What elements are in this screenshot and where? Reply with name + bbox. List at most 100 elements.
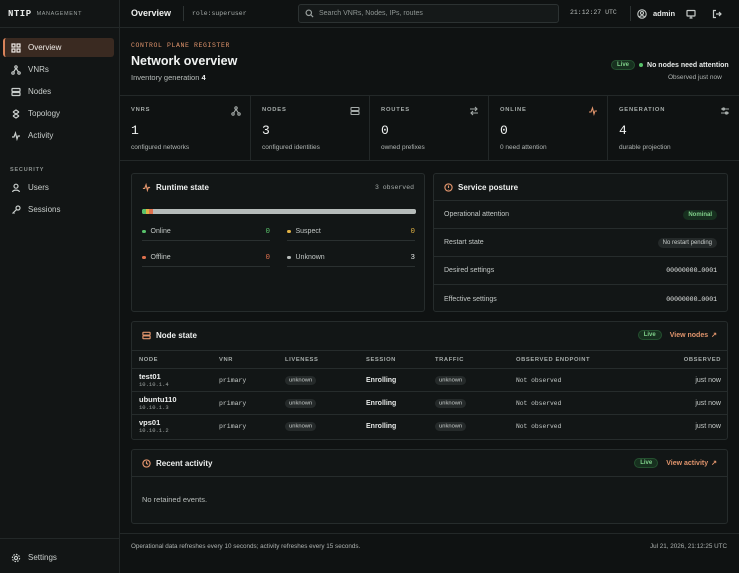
stat-routes[interactable]: ROUTES 0 owned prefixes	[370, 96, 489, 161]
node-state-panel: Node state Live View nodes ↗ NODE VNR LI…	[131, 321, 728, 440]
live-badge: Live	[611, 60, 636, 70]
node-name[interactable]: ubuntu110	[139, 394, 177, 404]
node-name[interactable]: vps01	[139, 417, 161, 427]
divider	[132, 476, 727, 477]
activity-actions: Live View activity ↗	[634, 458, 717, 468]
liveness-badge: unknown	[285, 422, 317, 432]
column-header[interactable]: SESSION	[359, 350, 428, 369]
session-state: Enrolling	[366, 422, 397, 430]
status-dot	[287, 255, 291, 260]
table-row[interactable]: ubuntu110 10.10.1.3 primary unknown Enrol…	[132, 391, 728, 415]
node-state-title: Node state	[156, 331, 197, 340]
sidebar-item-label: VNRs	[28, 65, 49, 74]
logout-button[interactable]	[709, 6, 724, 21]
stat-vnrs[interactable]: VNRS 1 configured networks	[120, 96, 251, 161]
node-vnr: primary	[212, 368, 278, 392]
session-state: Enrolling	[359, 391, 428, 415]
stat-sub: configured networks	[131, 144, 190, 151]
runtime-label: Suspect	[295, 228, 321, 235]
display-button[interactable]	[683, 6, 698, 21]
runtime-label: Unknown	[295, 254, 325, 261]
sidebar-item-vnrs[interactable]: VNRs	[3, 60, 114, 79]
page-eyebrow: CONTROL PLANE REGISTER	[131, 42, 231, 49]
column-header[interactable]: VNR	[212, 350, 278, 369]
panel-title: Service posture	[444, 183, 518, 192]
network-icon	[231, 106, 241, 116]
runtime-state-panel: Runtime state 3 observed Online 0 Suspec…	[131, 173, 425, 312]
table-row[interactable]: vps01 10.10.1.2 primary unknown Enrolling…	[132, 415, 728, 438]
sliders-icon	[721, 107, 729, 115]
runtime-title: Runtime state	[156, 183, 209, 192]
status-text: No nodes need attention	[647, 61, 729, 69]
node-ip: 10.10.1.2	[139, 426, 169, 434]
status-badge: No restart pending	[657, 237, 717, 248]
stat-label: ROUTES	[381, 107, 410, 113]
sidebar-item-users[interactable]: Users	[3, 178, 114, 197]
runtime-observed: 3 observed	[374, 184, 414, 191]
search-placeholder: Search VNRs, Nodes, IPs, routes	[319, 10, 423, 17]
node-state-actions: Live View nodes ↗	[637, 330, 717, 340]
settings-hash: 00000000…0001	[666, 295, 717, 303]
view-activity-link[interactable]: View activity ↗	[666, 459, 717, 468]
page-breadcrumb: Overview	[131, 8, 172, 18]
stat-nodes[interactable]: NODES 3 configured identities	[251, 96, 370, 161]
sidebar-item-label: Sessions	[28, 205, 61, 214]
clock: 21:12:27 UTC	[570, 9, 617, 16]
sidebar-item-overview[interactable]: Overview	[3, 38, 114, 57]
inventory-value: 4	[201, 73, 206, 82]
search-input[interactable]: Search VNRs, Nodes, IPs, routes	[298, 4, 559, 23]
view-nodes-link[interactable]: View nodes ↗	[670, 331, 717, 340]
column-header[interactable]: TRAFFIC	[428, 350, 509, 369]
table-row[interactable]: test01 10.10.1.4 primary unknown Enrollin…	[132, 368, 728, 392]
activity-icon	[142, 183, 151, 192]
panel-title: Node state	[142, 331, 197, 340]
grid-icon	[11, 42, 21, 53]
monitor-icon	[685, 9, 696, 19]
sidebar-item-topology[interactable]: Topology	[3, 104, 114, 123]
sidebar-item-nodes[interactable]: Nodes	[3, 82, 114, 101]
user-menu[interactable]: admin	[630, 6, 675, 21]
stat-sub: durable projection	[619, 144, 671, 151]
sidebar-item-label: Overview	[28, 43, 62, 52]
pulse-icon	[589, 106, 597, 116]
status-dot	[142, 229, 146, 234]
runtime-distribution-bar	[142, 209, 416, 214]
gear-icon	[11, 553, 21, 562]
column-header[interactable]: OBSERVED	[649, 350, 728, 369]
column-header[interactable]: LIVENESS	[278, 350, 359, 369]
username: admin	[653, 9, 676, 18]
runtime-offline: Offline 0	[142, 249, 270, 267]
clock-icon	[142, 459, 151, 468]
stat-sub: 0 need attention	[500, 144, 547, 151]
stat-generation[interactable]: GENERATION 4 durable projection	[608, 96, 739, 161]
runtime-online: Online 0	[142, 223, 270, 241]
node-name[interactable]: test01	[139, 371, 161, 381]
sidebar-item-label: Nodes	[28, 87, 52, 96]
sidebar-item-settings[interactable]: Settings	[3, 548, 114, 567]
posture-label: Operational attention	[444, 211, 509, 218]
server-icon	[350, 106, 360, 116]
stat-value: 1	[131, 123, 139, 138]
arrow-up-right-icon: ↗	[711, 460, 717, 467]
link-label: View activity	[666, 459, 709, 467]
service-posture-panel: Service posture Operational attention No…	[433, 173, 728, 312]
page-title: Network overview	[131, 54, 238, 68]
stats-row: VNRS 1 configured networks NODES 3 confi…	[120, 95, 739, 161]
stat-label: GENERATION	[619, 107, 666, 113]
sidebar: NTIP MANAGEMENT Overview VNRs Nodes Topo…	[0, 0, 120, 573]
stat-label: NODES	[262, 107, 287, 113]
status-dot	[142, 255, 146, 260]
sidebar-item-label: Users	[28, 183, 49, 192]
network-icon	[11, 64, 21, 75]
sidebar-item-sessions[interactable]: Sessions	[3, 200, 114, 219]
stat-online[interactable]: ONLINE 0 0 need attention	[489, 96, 608, 161]
column-header[interactable]: NODE	[132, 350, 212, 369]
stat-label: VNRS	[131, 107, 151, 113]
column-header[interactable]: OBSERVED ENDPOINT	[509, 350, 649, 369]
sidebar-item-activity[interactable]: Activity	[3, 126, 114, 145]
observed-endpoint: Not observed	[509, 368, 649, 392]
inventory-generation: Inventory generation 4	[131, 73, 206, 82]
traffic-badge: unknown	[435, 399, 467, 408]
stat-value: 4	[619, 123, 627, 138]
arrow-up-right-icon: ↗	[711, 332, 717, 339]
